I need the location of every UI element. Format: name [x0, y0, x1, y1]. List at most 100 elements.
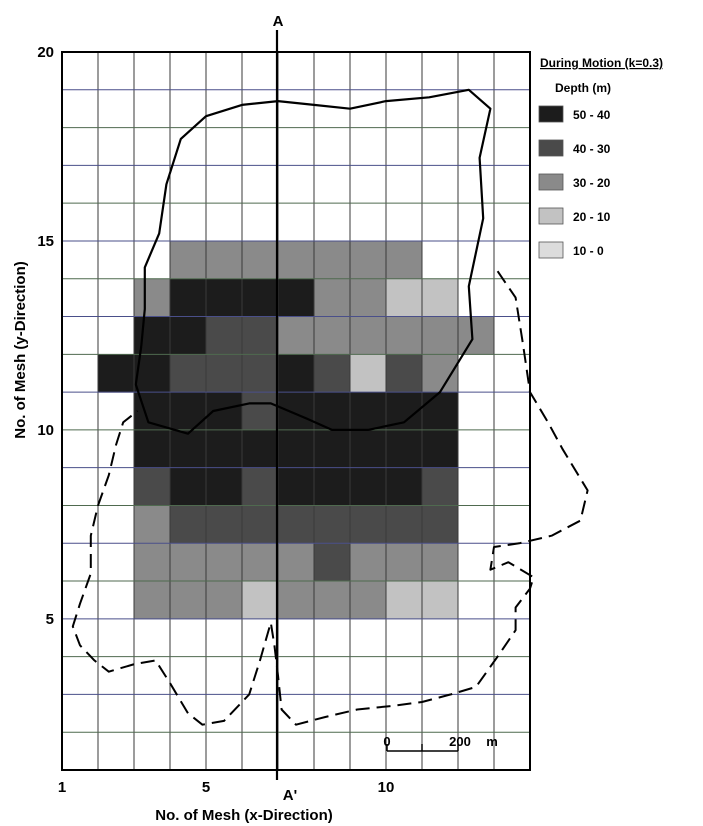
y-axis-label: No. of Mesh (y-Direction) [12, 261, 29, 439]
heatmap-cell [170, 278, 207, 318]
heatmap-cell [170, 505, 207, 544]
heatmap-cell [422, 429, 459, 469]
section-label-top: A [273, 13, 284, 30]
plot-border [61, 51, 531, 771]
heatmap-cell [170, 240, 207, 280]
heatmap-cell [206, 505, 243, 544]
heatmap-cell [134, 505, 171, 544]
legend-swatch [538, 173, 564, 191]
heatmap-cell [170, 467, 207, 506]
landslide-outline-solid [134, 88, 492, 435]
heatmap-cell [422, 354, 459, 393]
legend-label: 40 - 30 [573, 142, 611, 156]
heatmap-cell [422, 278, 459, 318]
heatmap-cell [206, 354, 243, 393]
heatmap-cell [134, 429, 171, 469]
heatmap-cell [278, 543, 315, 582]
heatmap-cell [170, 316, 207, 355]
heatmap-cell [242, 278, 279, 318]
heatmap-cell [242, 392, 279, 431]
landslide-outline-dashed [71, 270, 589, 726]
heatmap-cell [386, 543, 423, 582]
heatmap-cell [350, 392, 387, 431]
legend-subtitle: Depth (m) [555, 81, 611, 95]
heatmap-cells [98, 240, 495, 620]
legend-swatch [538, 105, 564, 123]
scale-label-unit: m [486, 734, 498, 749]
heatmap-cell [314, 581, 351, 620]
heatmap-cell [206, 429, 243, 469]
heatmap-cell [278, 581, 315, 620]
scale-label-0: 0 [383, 734, 390, 749]
heatmap-cell [242, 429, 279, 469]
legend-swatch [538, 207, 564, 225]
heatmap-cell [278, 316, 315, 355]
heatmap-cell [278, 505, 315, 544]
heatmap-cell [386, 467, 423, 506]
heatmap-cell [170, 354, 207, 393]
heatmap-cell [350, 581, 387, 620]
heatmap-cell [350, 240, 387, 280]
y-tick-label: 5 [46, 611, 54, 628]
heatmap-cell [350, 543, 387, 582]
heatmap-cell [386, 354, 423, 393]
scale-label-200: 200 [449, 734, 471, 749]
heatmap-cell [314, 505, 351, 544]
heatmap-cell [386, 278, 423, 318]
heatmap-cell [458, 316, 495, 355]
heatmap-cell [242, 581, 279, 620]
heatmap-cell [134, 467, 171, 506]
heatmap-cell [314, 429, 351, 469]
heatmap-cell [134, 278, 171, 318]
heatmap-cell [278, 240, 315, 280]
heatmap-cell [242, 316, 279, 355]
y-tick-label: 20 [37, 44, 54, 61]
x-tick-label: 10 [378, 779, 395, 796]
heatmap-cell [350, 278, 387, 318]
x-axis-label: No. of Mesh (x-Direction) [155, 807, 333, 824]
heatmap-cell [206, 467, 243, 506]
heatmap-cell [134, 581, 171, 620]
landslide-outlines [71, 88, 589, 726]
scale-bar: 0 200 m [383, 734, 498, 752]
heatmap-cell [242, 543, 279, 582]
heatmap-cell [278, 392, 315, 431]
mesh-grid [62, 52, 530, 770]
heatmap-cell [242, 240, 279, 280]
heatmap-cell [350, 354, 387, 393]
heatmap-cell [386, 581, 423, 620]
legend-label: 20 - 10 [573, 210, 611, 224]
heatmap-cell [314, 354, 351, 393]
legend-swatch [538, 241, 564, 259]
heatmap-cell [386, 240, 423, 280]
heatmap-cell [350, 505, 387, 544]
heatmap-cell [314, 316, 351, 355]
legend-items: 50 - 40 40 - 30 30 - 20 20 - 10 10 - 0 [538, 105, 611, 259]
heatmap-cell [422, 316, 459, 355]
plot-frame [61, 51, 531, 771]
heatmap-cell [386, 505, 423, 544]
x-tick-label: 1 [58, 779, 66, 796]
legend-label: 50 - 40 [573, 108, 611, 122]
heatmap-cell [206, 278, 243, 318]
heatmap-cell [278, 278, 315, 318]
heatmap-cell [422, 467, 459, 506]
heatmap-cell [278, 467, 315, 506]
heatmap-cell [422, 505, 459, 544]
heatmap-cell [278, 429, 315, 469]
y-tick-label: 15 [37, 233, 54, 250]
heatmap-cell [242, 505, 279, 544]
heatmap-cell [170, 429, 207, 469]
heatmap-cell [98, 354, 135, 393]
legend-swatch [538, 139, 564, 157]
legend-label: 30 - 20 [573, 176, 611, 190]
heatmap-cell [278, 354, 315, 393]
heatmap-cell [314, 467, 351, 506]
heatmap-cell [170, 392, 207, 431]
heatmap-cell [134, 316, 171, 355]
heatmap-cell [422, 581, 459, 620]
heatmap-cell [422, 543, 459, 582]
heatmap-cell [350, 467, 387, 506]
